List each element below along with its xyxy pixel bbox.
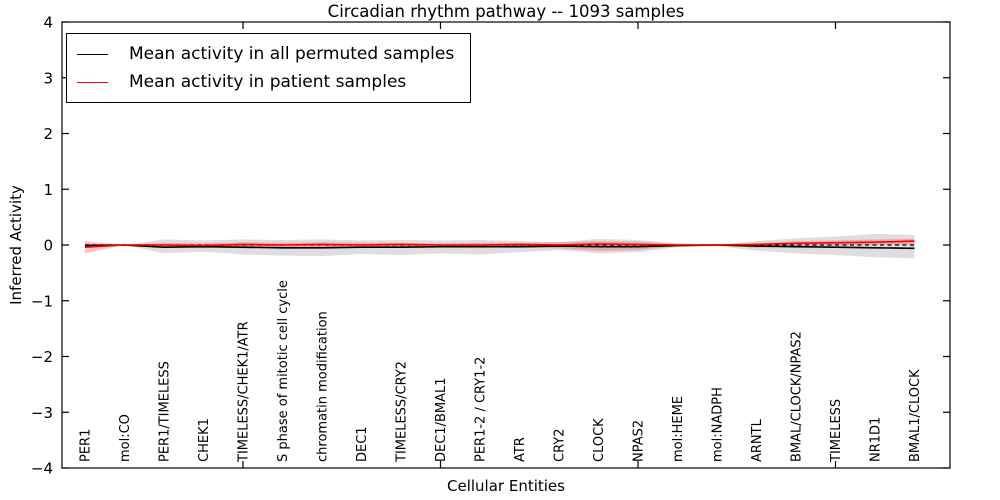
category-label: PER1 bbox=[79, 429, 94, 462]
category-label: ARNTL bbox=[750, 418, 765, 462]
category-label: ATR bbox=[513, 437, 528, 462]
legend-item-patient: Mean activity in patient samples bbox=[77, 68, 454, 96]
category-label: CRY2 bbox=[553, 429, 568, 463]
category-label: TIMELESS/CHEK1/ATR bbox=[237, 321, 252, 463]
category-label: TIMELESS/CRY2 bbox=[395, 361, 410, 463]
category-label: CHEK1 bbox=[197, 418, 212, 462]
series-line-permuted bbox=[84, 244, 915, 250]
y-tick-label: 4 bbox=[43, 14, 53, 32]
y-tick-label: 1 bbox=[43, 181, 53, 199]
chart-title: Circadian rhythm pathway -- 1093 samples bbox=[327, 2, 685, 21]
legend-item-permuted: Mean activity in all permuted samples bbox=[77, 40, 454, 68]
legend-line-swatch-black bbox=[77, 53, 108, 55]
category-label: S phase of mitotic cell cycle bbox=[276, 280, 291, 462]
category-label: CLOCK bbox=[592, 418, 607, 462]
y-tick-label: 2 bbox=[43, 125, 53, 143]
legend-label-permuted: Mean activity in all permuted samples bbox=[129, 44, 455, 64]
legend-line-swatch-red bbox=[77, 81, 108, 83]
category-label: mol:NADPH bbox=[711, 387, 726, 462]
category-label: mol:CO bbox=[118, 414, 133, 462]
y-tick-label: −4 bbox=[31, 460, 53, 478]
legend: Mean activity in all permuted samples Me… bbox=[66, 33, 472, 103]
y-axis-label: Inferred Activity bbox=[7, 185, 25, 305]
category-label: DEC1 bbox=[355, 426, 370, 462]
y-tick-label: −1 bbox=[31, 292, 53, 310]
category-label: DEC1/BMAL1 bbox=[434, 378, 449, 463]
y-tick-label: −2 bbox=[31, 348, 53, 366]
category-label: PER1/TIMELESS bbox=[158, 361, 173, 462]
y-tick-label: −3 bbox=[31, 404, 53, 422]
category-label: BMAL1/CLOCK bbox=[908, 369, 923, 462]
category-label: PER1-2 / CRY1-2 bbox=[474, 357, 489, 462]
category-label: chromatin modification bbox=[316, 311, 331, 462]
category-label: mol:HEME bbox=[671, 396, 686, 462]
category-label: NR1D1 bbox=[869, 417, 884, 462]
legend-label-patient: Mean activity in patient samples bbox=[129, 72, 407, 92]
series-line-patient bbox=[84, 240, 915, 249]
y-tick-label: 0 bbox=[43, 237, 53, 255]
category-label: NPAS2 bbox=[632, 420, 647, 462]
category-label: TIMELESS bbox=[829, 399, 844, 463]
y-tick-label: 3 bbox=[43, 69, 53, 87]
category-label: BMAL/CLOCK/NPAS2 bbox=[790, 331, 805, 462]
x-axis-label: Cellular Entities bbox=[447, 477, 565, 495]
